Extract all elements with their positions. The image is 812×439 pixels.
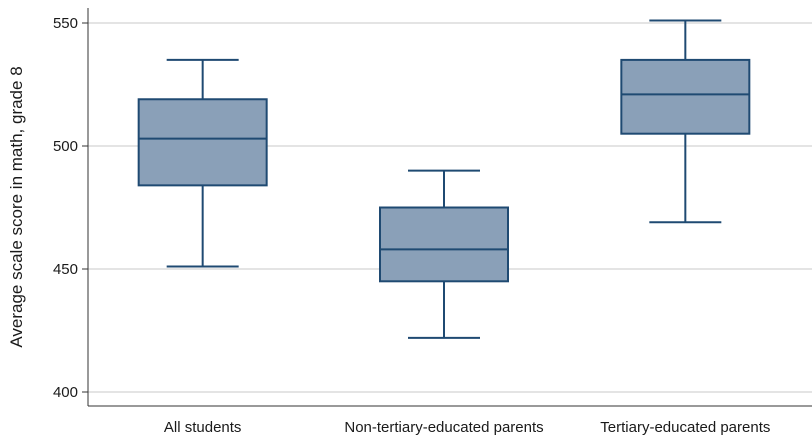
axes	[87, 8, 812, 407]
box-group-2	[379, 169, 509, 339]
boxes	[137, 19, 751, 339]
x-tick-label-2: Non-tertiary-educated parents	[344, 419, 543, 436]
box-2	[379, 206, 509, 283]
y-tick-label-400: 400	[53, 384, 78, 401]
box-group-3	[620, 19, 751, 224]
x-ticks: All students Non-tertiary-educated parent…	[164, 419, 770, 436]
y-tick-label-450: 450	[53, 261, 78, 278]
box-1	[137, 98, 268, 187]
y-tick-label-500: 500	[53, 138, 78, 155]
y-axis-title: Average scale score in math, grade 8	[7, 66, 26, 347]
box-3	[620, 58, 751, 135]
y-tick-label-550: 550	[53, 15, 78, 32]
box-group-1	[137, 58, 268, 268]
x-tick-label-3: Tertiary-educated parents	[600, 419, 770, 436]
y-ticks: 400 450 500 550	[53, 15, 88, 401]
x-tick-label-1: All students	[164, 419, 242, 436]
